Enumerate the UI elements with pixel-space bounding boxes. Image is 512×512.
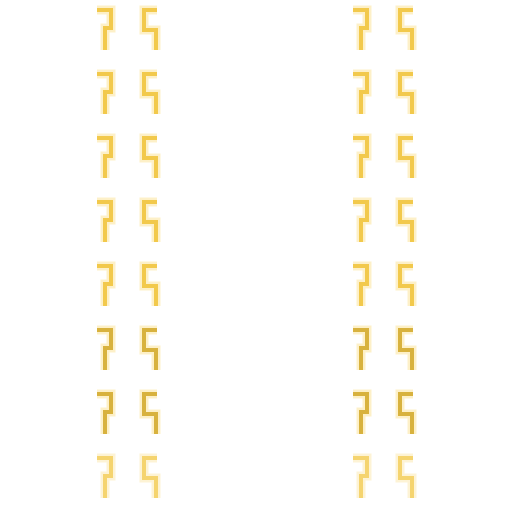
bracket-left-icon [94, 261, 116, 310]
bracket-left-icon [350, 133, 372, 182]
bracket-right-icon [139, 453, 162, 502]
bracket-left-icon [94, 5, 116, 54]
bracket-left-icon [350, 69, 372, 118]
bracket-left-icon [350, 453, 372, 502]
bracket-left-icon [350, 389, 372, 438]
bracket-left-icon [350, 197, 372, 246]
bracket-right-icon [395, 69, 418, 118]
bracket-right-icon [139, 5, 162, 54]
bracket-left-icon [94, 69, 116, 118]
bracket-left-icon [94, 197, 116, 246]
bracket-left-icon [94, 453, 116, 502]
bracket-right-icon [139, 261, 162, 310]
bracket-left-icon [350, 325, 372, 374]
bracket-right-icon [395, 197, 418, 246]
bracket-right-icon [139, 389, 162, 438]
bracket-left-icon [94, 389, 116, 438]
bracket-right-icon [395, 261, 418, 310]
bracket-left-icon [94, 133, 116, 182]
bracket-right-icon [139, 133, 162, 182]
bracket-left-icon [94, 325, 116, 374]
bracket-right-icon [395, 389, 418, 438]
bracket-right-icon [139, 325, 162, 374]
bracket-right-icon [395, 453, 418, 502]
bracket-right-icon [139, 197, 162, 246]
bracket-left-icon [350, 261, 372, 310]
bracket-right-icon [395, 133, 418, 182]
bracket-right-icon [395, 5, 418, 54]
bracket-right-icon [395, 325, 418, 374]
bracket-right-icon [139, 69, 162, 118]
bracket-left-icon [350, 5, 372, 54]
